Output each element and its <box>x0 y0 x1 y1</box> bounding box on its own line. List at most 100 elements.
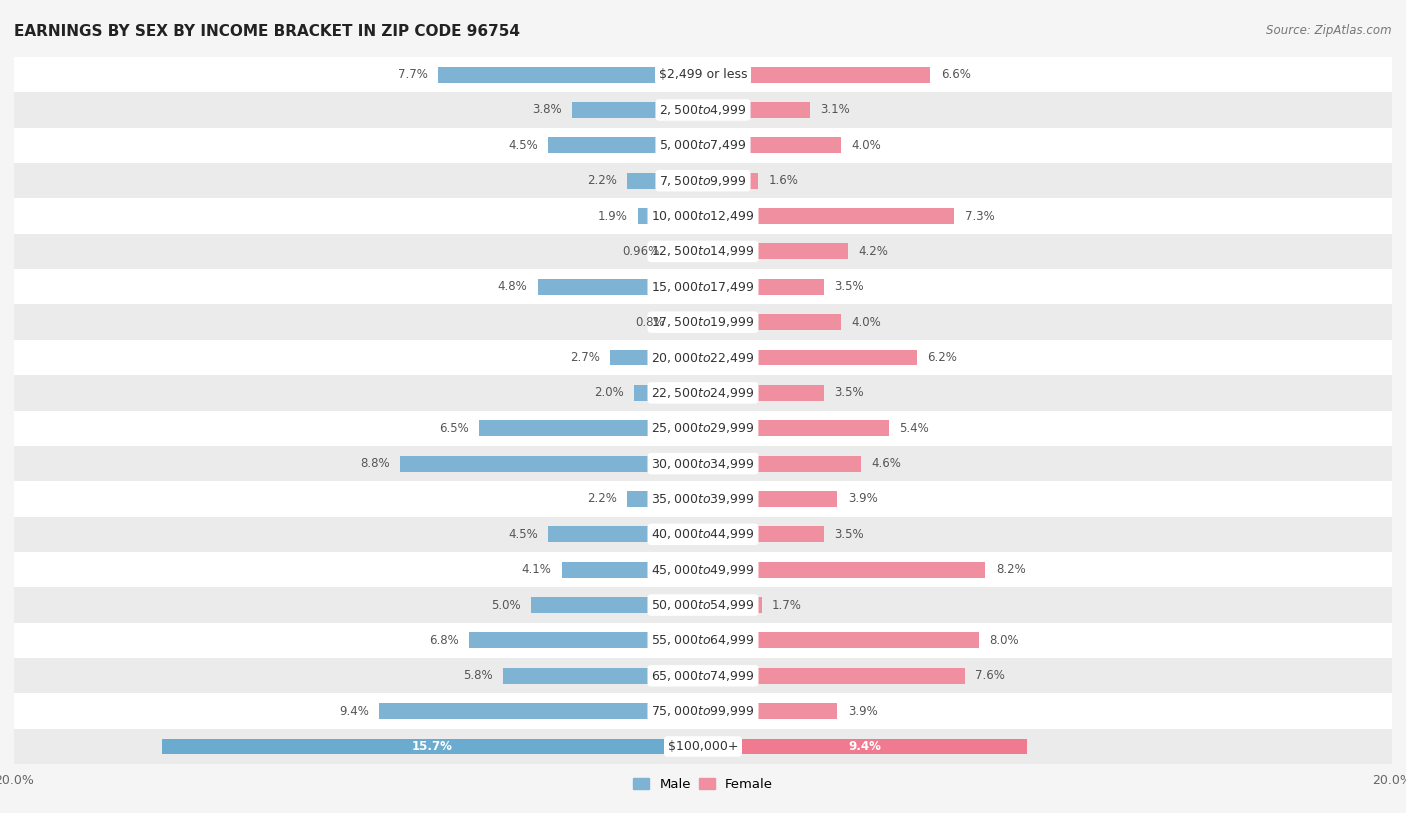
Text: $10,000 to $12,499: $10,000 to $12,499 <box>651 209 755 223</box>
Text: Source: ZipAtlas.com: Source: ZipAtlas.com <box>1267 24 1392 37</box>
Bar <box>14 304 1392 340</box>
Text: 6.6%: 6.6% <box>941 68 970 81</box>
Bar <box>703 455 862 472</box>
Text: EARNINGS BY SEX BY INCOME BRACKET IN ZIP CODE 96754: EARNINGS BY SEX BY INCOME BRACKET IN ZIP… <box>14 24 520 39</box>
Bar <box>703 137 841 154</box>
Text: 4.2%: 4.2% <box>858 245 887 258</box>
Bar <box>380 703 703 720</box>
Legend: Male, Female: Male, Female <box>627 773 779 797</box>
Text: 0.96%: 0.96% <box>623 245 659 258</box>
Bar <box>14 163 1392 198</box>
Bar <box>703 633 979 649</box>
Text: 4.8%: 4.8% <box>498 280 527 293</box>
Text: $17,500 to $19,999: $17,500 to $19,999 <box>651 315 755 329</box>
Text: 9.4%: 9.4% <box>848 740 882 753</box>
Text: $5,000 to $7,499: $5,000 to $7,499 <box>659 138 747 152</box>
Bar <box>479 420 703 437</box>
Bar <box>14 729 1392 764</box>
Text: 3.9%: 3.9% <box>848 705 877 718</box>
Bar <box>548 526 703 542</box>
Bar <box>14 693 1392 729</box>
Bar <box>627 172 703 189</box>
Bar <box>548 137 703 154</box>
Bar <box>14 517 1392 552</box>
Bar <box>703 385 824 401</box>
Bar <box>14 411 1392 446</box>
Text: 5.8%: 5.8% <box>463 669 494 682</box>
Text: 8.8%: 8.8% <box>360 457 389 470</box>
Text: 3.5%: 3.5% <box>834 280 863 293</box>
Bar <box>703 243 848 259</box>
Text: $25,000 to $29,999: $25,000 to $29,999 <box>651 421 755 435</box>
Text: 1.7%: 1.7% <box>772 598 801 611</box>
Bar <box>14 552 1392 587</box>
Bar <box>669 243 703 259</box>
Bar <box>14 233 1392 269</box>
Text: 4.6%: 4.6% <box>872 457 901 470</box>
Bar <box>14 659 1392 693</box>
Text: 4.0%: 4.0% <box>851 315 882 328</box>
Bar <box>703 667 965 684</box>
Bar <box>703 738 1026 754</box>
Text: $20,000 to $22,499: $20,000 to $22,499 <box>651 350 755 364</box>
Bar <box>14 623 1392 659</box>
Bar <box>703 279 824 295</box>
Text: $40,000 to $44,999: $40,000 to $44,999 <box>651 528 755 541</box>
Bar <box>572 102 703 118</box>
Text: $75,000 to $99,999: $75,000 to $99,999 <box>651 704 755 718</box>
Text: 2.7%: 2.7% <box>569 351 599 364</box>
Text: 4.1%: 4.1% <box>522 563 551 576</box>
Text: 4.0%: 4.0% <box>851 139 882 152</box>
Text: 8.0%: 8.0% <box>988 634 1018 647</box>
Text: 4.5%: 4.5% <box>508 139 537 152</box>
Text: $35,000 to $39,999: $35,000 to $39,999 <box>651 492 755 506</box>
Bar <box>14 481 1392 517</box>
Bar <box>14 376 1392 411</box>
Text: $65,000 to $74,999: $65,000 to $74,999 <box>651 669 755 683</box>
Bar <box>14 198 1392 234</box>
Text: 2.0%: 2.0% <box>593 386 624 399</box>
Bar <box>531 597 703 613</box>
Text: 15.7%: 15.7% <box>412 740 453 753</box>
Bar <box>637 208 703 224</box>
Text: $12,500 to $14,999: $12,500 to $14,999 <box>651 245 755 259</box>
Text: $45,000 to $49,999: $45,000 to $49,999 <box>651 563 755 576</box>
Bar <box>503 667 703 684</box>
Bar <box>14 57 1392 92</box>
Bar <box>14 587 1392 623</box>
Text: 2.2%: 2.2% <box>588 493 617 506</box>
Bar <box>703 420 889 437</box>
Bar <box>537 279 703 295</box>
Bar <box>634 385 703 401</box>
Bar <box>703 703 838 720</box>
Text: $55,000 to $64,999: $55,000 to $64,999 <box>651 633 755 647</box>
Bar <box>703 102 810 118</box>
Text: 0.8%: 0.8% <box>636 315 665 328</box>
Text: 6.8%: 6.8% <box>429 634 458 647</box>
Bar <box>14 92 1392 128</box>
Text: 7.7%: 7.7% <box>398 68 427 81</box>
Bar <box>703 350 917 366</box>
Text: $7,500 to $9,999: $7,500 to $9,999 <box>659 174 747 188</box>
Text: $50,000 to $54,999: $50,000 to $54,999 <box>651 598 755 612</box>
Bar <box>675 314 703 330</box>
Bar <box>14 128 1392 163</box>
Bar <box>627 491 703 507</box>
Bar <box>703 314 841 330</box>
Text: 5.4%: 5.4% <box>900 422 929 435</box>
Bar <box>703 67 931 83</box>
Bar <box>14 340 1392 375</box>
Bar <box>703 491 838 507</box>
Text: 3.9%: 3.9% <box>848 493 877 506</box>
Text: $2,500 to $4,999: $2,500 to $4,999 <box>659 103 747 117</box>
Text: 3.5%: 3.5% <box>834 386 863 399</box>
Text: 9.4%: 9.4% <box>339 705 368 718</box>
Bar <box>703 526 824 542</box>
Text: $15,000 to $17,499: $15,000 to $17,499 <box>651 280 755 293</box>
Bar <box>14 446 1392 481</box>
Text: 1.6%: 1.6% <box>769 174 799 187</box>
Bar <box>703 172 758 189</box>
Bar <box>399 455 703 472</box>
Bar <box>610 350 703 366</box>
Text: 3.8%: 3.8% <box>531 103 562 116</box>
